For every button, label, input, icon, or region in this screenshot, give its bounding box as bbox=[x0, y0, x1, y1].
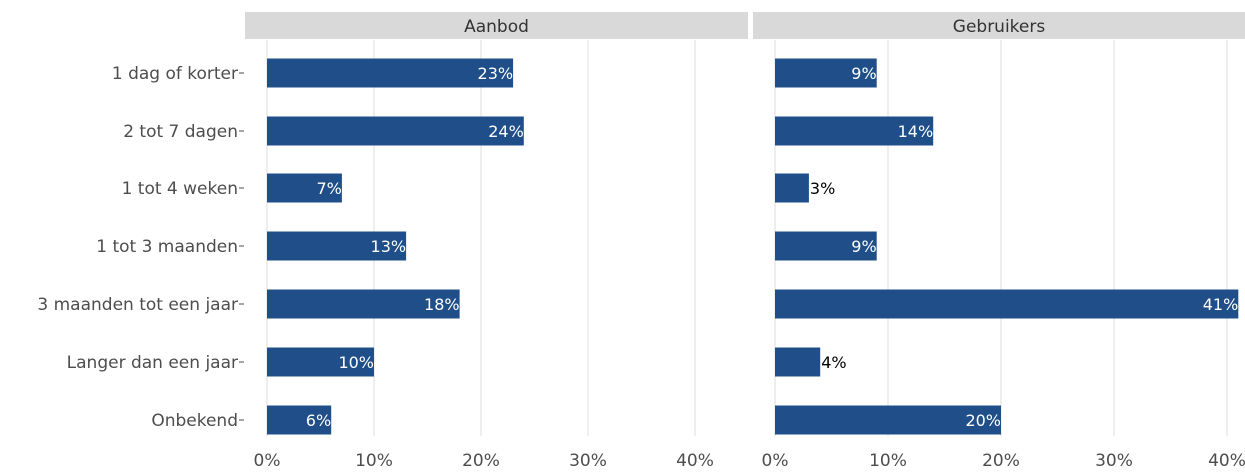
bar-1-5 bbox=[775, 347, 821, 377]
bar-0-5 bbox=[267, 347, 374, 377]
bar-1-4 bbox=[775, 289, 1239, 319]
bar-1-1 bbox=[775, 116, 934, 146]
bar-0-0 bbox=[267, 58, 514, 88]
category-label: Onbekend bbox=[151, 411, 238, 431]
data-label-1-5: 4% bbox=[821, 353, 846, 372]
data-label-0-6: 6% bbox=[306, 411, 331, 430]
facet-strip-1 bbox=[753, 12, 1245, 39]
x-tick-label-1-2: 20% bbox=[982, 451, 1020, 471]
data-label-0-3: 13% bbox=[371, 237, 407, 256]
data-label-1-4: 41% bbox=[1203, 295, 1239, 314]
x-tick-label-1-4: 40% bbox=[1208, 451, 1245, 471]
facet-title-0: Aanbod bbox=[464, 17, 529, 37]
data-label-1-2: 3% bbox=[810, 179, 835, 198]
facet-strip-0 bbox=[245, 12, 748, 39]
facet-title-1: Gebruikers bbox=[953, 17, 1046, 37]
category-label: 1 tot 4 weken bbox=[122, 179, 238, 199]
data-label-1-0: 9% bbox=[851, 64, 876, 83]
data-label-0-5: 10% bbox=[338, 353, 374, 372]
bar-0-6 bbox=[267, 405, 332, 435]
x-tick-label-0-4: 40% bbox=[676, 451, 714, 471]
x-tick-label-0-0: 0% bbox=[254, 451, 281, 471]
x-tick-label-1-3: 30% bbox=[1095, 451, 1133, 471]
x-tick-label-1-1: 10% bbox=[869, 451, 907, 471]
x-tick-label-0-1: 10% bbox=[355, 451, 393, 471]
bar-0-3 bbox=[267, 231, 407, 261]
category-label: 1 tot 3 maanden bbox=[96, 237, 238, 257]
category-label: 2 tot 7 dagen bbox=[123, 122, 238, 142]
x-tick-label-0-3: 30% bbox=[569, 451, 607, 471]
data-label-0-0: 23% bbox=[478, 64, 514, 83]
category-label: 1 dag of korter bbox=[112, 64, 238, 84]
bar-0-2 bbox=[267, 173, 342, 203]
bar-1-0 bbox=[775, 58, 877, 88]
category-label: 3 maanden tot een jaar bbox=[37, 295, 238, 315]
data-label-1-1: 14% bbox=[898, 122, 934, 141]
x-tick-label-0-2: 20% bbox=[462, 451, 500, 471]
data-label-0-2: 7% bbox=[317, 179, 342, 198]
data-label-1-3: 9% bbox=[851, 237, 876, 256]
bar-0-4 bbox=[267, 289, 460, 319]
data-label-1-6: 20% bbox=[965, 411, 1001, 430]
data-label-0-4: 18% bbox=[424, 295, 460, 314]
data-label-0-1: 24% bbox=[488, 122, 524, 141]
category-label: Langer dan een jaar bbox=[67, 353, 238, 373]
bar-1-6 bbox=[775, 405, 1001, 435]
x-tick-label-1-0: 0% bbox=[762, 451, 789, 471]
bar-1-3 bbox=[775, 231, 877, 261]
bar-1-2 bbox=[775, 173, 809, 203]
bar-0-1 bbox=[267, 116, 524, 146]
